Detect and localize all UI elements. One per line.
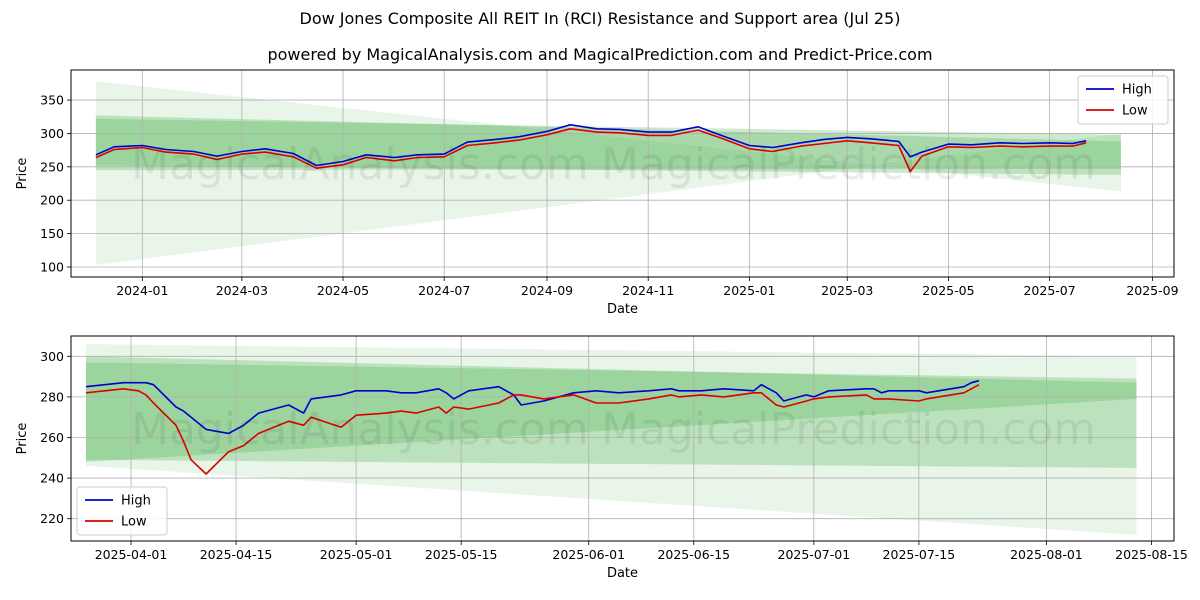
legend-label-low: Low bbox=[121, 515, 147, 530]
x-tick-label: 2025-07-01 bbox=[778, 547, 851, 562]
x-tick-label: 2025-07 bbox=[1023, 283, 1075, 298]
band-area-2 bbox=[86, 356, 1137, 462]
plot-area bbox=[71, 70, 1174, 277]
band-area-1 bbox=[95, 81, 1121, 265]
x-tick-label: 2025-04-15 bbox=[200, 547, 273, 562]
y-tick-label: 260 bbox=[40, 430, 64, 445]
y-tick-label: 240 bbox=[40, 471, 64, 486]
y-tick-label: 220 bbox=[40, 511, 64, 526]
y-tick-label: 350 bbox=[40, 93, 64, 108]
y-tick-label: 200 bbox=[40, 193, 64, 208]
x-tick-label: 2025-08-01 bbox=[1010, 547, 1083, 562]
legend-box bbox=[1077, 75, 1169, 125]
y-axis-label: Price bbox=[15, 423, 30, 455]
chart-panel-2: 2025-04-01 2025-04-15 2025-05-01 2025-05-15… bbox=[15, 335, 1188, 581]
plot-frame bbox=[70, 335, 1175, 542]
x-tick-label: 2025-01 bbox=[723, 283, 775, 298]
series-line-high bbox=[85, 379, 980, 435]
band-area-1 bbox=[86, 344, 1137, 535]
x-tick-label: 2024-07 bbox=[418, 283, 470, 298]
legend-box bbox=[76, 486, 168, 536]
series-line-low bbox=[95, 128, 1087, 173]
x-tick-label: 2024-05 bbox=[317, 283, 369, 298]
x-tick-label: 2025-07-15 bbox=[883, 547, 956, 562]
legend-label-high: High bbox=[1122, 83, 1152, 98]
x-tick-label: 2025-05 bbox=[922, 283, 974, 298]
x-tick-label: 2025-09 bbox=[1126, 283, 1178, 298]
x-tick-label: 2025-04-01 bbox=[95, 547, 168, 562]
legend-label-low: Low bbox=[1122, 104, 1148, 119]
x-tick-label: 2025-08-15 bbox=[1115, 547, 1188, 562]
plot-frame bbox=[70, 69, 1175, 278]
x-axis-label: Date bbox=[607, 566, 638, 581]
legend: High Low bbox=[1077, 75, 1169, 125]
chart-subtitle: powered by MagicalAnalysis.com and Magic… bbox=[267, 45, 933, 64]
x-tick-label: 2024-11 bbox=[622, 283, 674, 298]
watermark-text: MagicalPrediction.com bbox=[601, 139, 1096, 190]
chart-title: Dow Jones Composite All REIT In (RCI) Re… bbox=[299, 9, 901, 28]
plot-area bbox=[71, 336, 1174, 541]
x-tick-label: 2025-06-15 bbox=[657, 547, 730, 562]
watermark-text: MagicalAnalysis.com bbox=[131, 139, 589, 190]
legend: High Low bbox=[76, 486, 168, 536]
x-tick-label: 2024-01 bbox=[116, 283, 168, 298]
x-tick-label: 2024-09 bbox=[521, 283, 573, 298]
legend-label-high: High bbox=[121, 494, 151, 509]
x-tick-label: 2025-05-15 bbox=[425, 547, 498, 562]
y-tick-label: 300 bbox=[40, 349, 64, 364]
y-tick-label: 250 bbox=[40, 159, 64, 174]
x-tick-label: 2024-03 bbox=[216, 283, 268, 298]
x-tick-label: 2025-03 bbox=[821, 283, 873, 298]
band-area-2 bbox=[95, 115, 1121, 171]
y-tick-label: 300 bbox=[40, 126, 64, 141]
series-line-low bbox=[85, 383, 980, 475]
y-tick-label: 150 bbox=[40, 226, 64, 241]
watermark-text: MagicalPrediction.com bbox=[601, 404, 1096, 455]
series-line-high bbox=[95, 124, 1087, 167]
x-axis-label: Date bbox=[607, 302, 638, 317]
x-tick-label: 2025-05-01 bbox=[320, 547, 393, 562]
y-tick-label: 100 bbox=[40, 259, 64, 274]
chart-panel-1: 2024-01 2024-03 2024-05 2024-07 2024-09 2024-… bbox=[15, 69, 1179, 317]
y-axis-label: Price bbox=[15, 158, 30, 190]
x-tick-label: 2025-06-01 bbox=[552, 547, 625, 562]
y-tick-label: 280 bbox=[40, 389, 64, 404]
band-area-3 bbox=[95, 118, 1121, 175]
watermark-text: MagicalAnalysis.com bbox=[131, 404, 589, 455]
